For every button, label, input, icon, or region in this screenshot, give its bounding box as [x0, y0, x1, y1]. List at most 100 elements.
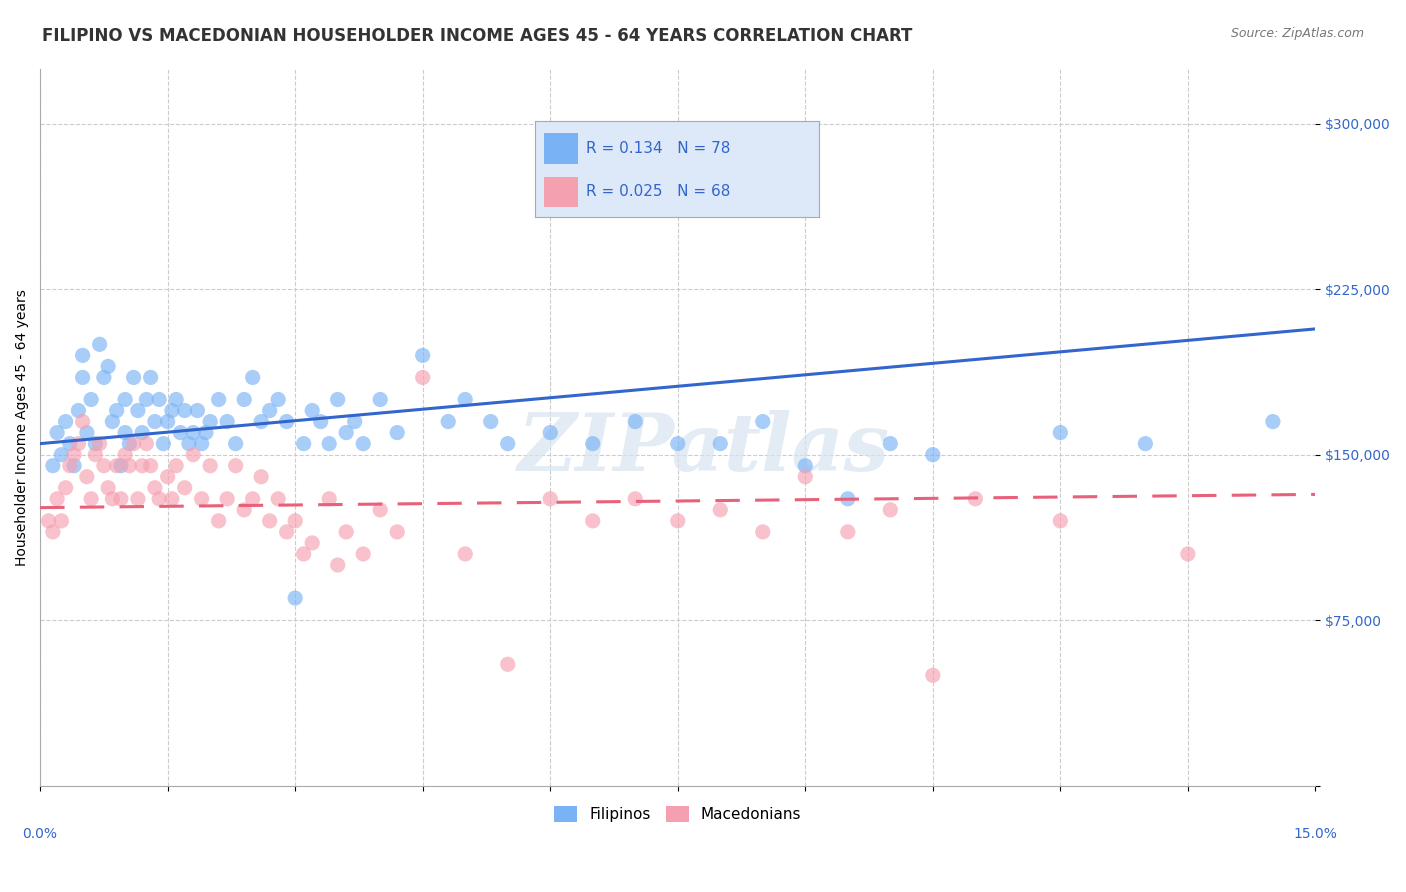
Point	[352, 547, 374, 561]
Point	[709, 503, 731, 517]
Point	[233, 503, 256, 517]
Point	[110, 458, 132, 473]
Point	[89, 436, 111, 450]
Point	[38, 514, 60, 528]
Point	[101, 491, 124, 506]
Point	[190, 436, 212, 450]
Point	[160, 403, 183, 417]
Point	[752, 524, 775, 539]
Point	[217, 415, 239, 429]
Point	[309, 415, 332, 429]
Point	[110, 491, 132, 506]
Point	[118, 436, 141, 450]
Point	[624, 415, 647, 429]
Point	[412, 370, 434, 384]
Point	[709, 436, 731, 450]
Point	[242, 491, 264, 506]
Text: ZIPatlas: ZIPatlas	[517, 409, 890, 487]
Point	[101, 415, 124, 429]
Point	[879, 436, 901, 450]
Point	[51, 514, 73, 528]
Point	[624, 491, 647, 506]
Point	[72, 348, 94, 362]
Point	[666, 514, 689, 528]
Point	[152, 436, 174, 450]
Point	[437, 415, 460, 429]
Point	[301, 403, 323, 417]
Point	[538, 491, 561, 506]
Point	[225, 436, 247, 450]
Point	[114, 392, 136, 407]
Point	[67, 403, 90, 417]
Point	[97, 481, 120, 495]
Point	[343, 415, 366, 429]
Point	[42, 458, 65, 473]
Point	[250, 469, 273, 483]
Point	[267, 491, 290, 506]
Point	[80, 491, 103, 506]
Point	[582, 436, 605, 450]
Point	[127, 491, 149, 506]
Point	[84, 436, 107, 450]
Text: R = 0.025   N = 68: R = 0.025 N = 68	[586, 185, 731, 200]
Point	[181, 425, 204, 440]
Point	[84, 448, 107, 462]
Point	[143, 415, 166, 429]
Point	[794, 458, 817, 473]
Point	[72, 415, 94, 429]
Point	[250, 415, 273, 429]
Point	[879, 503, 901, 517]
Point	[326, 392, 349, 407]
Point	[921, 668, 943, 682]
Point	[165, 392, 187, 407]
Point	[276, 415, 298, 429]
Bar	[544, 177, 578, 207]
Point	[190, 491, 212, 506]
Point	[318, 491, 340, 506]
Point	[173, 481, 195, 495]
Point	[139, 458, 162, 473]
Point	[208, 392, 231, 407]
Point	[63, 458, 86, 473]
Point	[148, 491, 170, 506]
Point	[165, 458, 187, 473]
Point	[135, 436, 157, 450]
Point	[496, 436, 519, 450]
Point	[259, 403, 281, 417]
Point	[496, 657, 519, 672]
Point	[385, 524, 408, 539]
Point	[122, 370, 145, 384]
Point	[352, 436, 374, 450]
Point	[1261, 415, 1284, 429]
Point	[582, 514, 605, 528]
Point	[51, 448, 73, 462]
Point	[385, 425, 408, 440]
Point	[965, 491, 987, 506]
Point	[335, 425, 357, 440]
Point	[837, 524, 859, 539]
Point	[284, 591, 307, 606]
Point	[173, 403, 195, 417]
Point	[794, 469, 817, 483]
Point	[131, 458, 153, 473]
Point	[89, 337, 111, 351]
Text: FILIPINO VS MACEDONIAN HOUSEHOLDER INCOME AGES 45 - 64 YEARS CORRELATION CHART: FILIPINO VS MACEDONIAN HOUSEHOLDER INCOM…	[42, 27, 912, 45]
Point	[105, 403, 128, 417]
Point	[479, 415, 502, 429]
Point	[538, 425, 561, 440]
Point	[752, 415, 775, 429]
Point	[46, 491, 69, 506]
Point	[368, 503, 391, 517]
Point	[177, 436, 200, 450]
Point	[1049, 514, 1071, 528]
Y-axis label: Householder Income Ages 45 - 64 years: Householder Income Ages 45 - 64 years	[15, 289, 30, 566]
Point	[292, 547, 315, 561]
Point	[292, 436, 315, 450]
Point	[276, 524, 298, 539]
Point	[267, 392, 290, 407]
Text: Source: ZipAtlas.com: Source: ZipAtlas.com	[1230, 27, 1364, 40]
Point	[1177, 547, 1199, 561]
Point	[326, 558, 349, 572]
Point	[105, 458, 128, 473]
Point	[67, 436, 90, 450]
